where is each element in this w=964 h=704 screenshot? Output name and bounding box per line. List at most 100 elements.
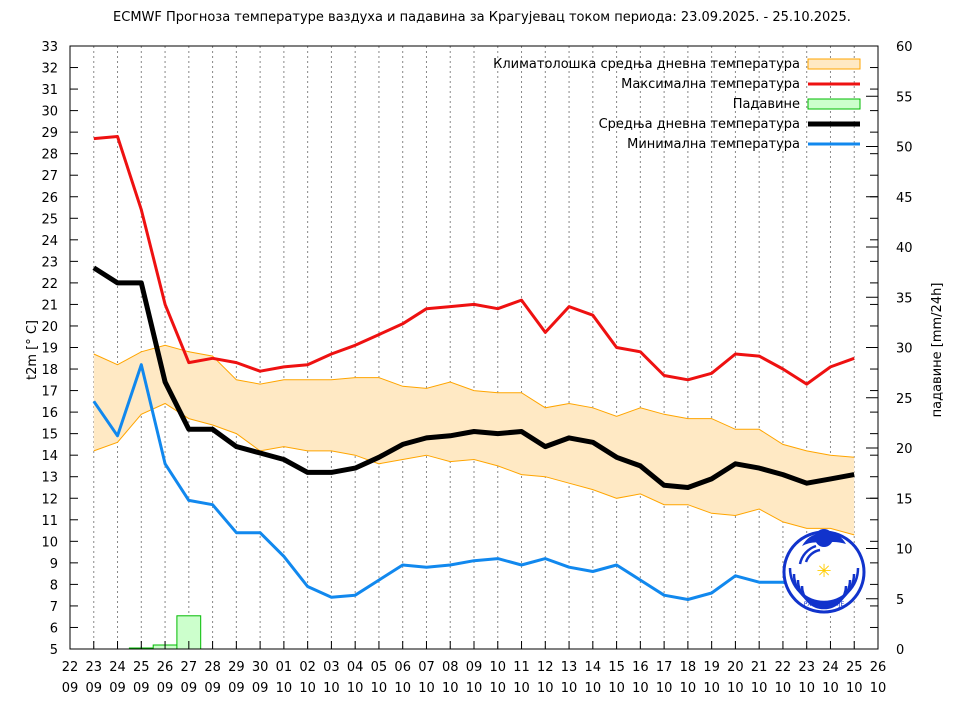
x-tick-day: 02	[299, 660, 316, 675]
x-tick-day: 24	[109, 660, 126, 675]
x-tick-month: 10	[276, 681, 293, 696]
x-tick-day: 18	[680, 660, 697, 675]
x-tick-month: 09	[204, 681, 221, 696]
y-tick-label: 16	[41, 406, 58, 421]
y-tick-label: 13	[41, 471, 58, 486]
x-tick-day: 19	[703, 660, 720, 675]
x-tick-month: 10	[798, 681, 815, 696]
y-tick-label: 14	[41, 449, 58, 464]
x-tick-day: 22	[775, 660, 792, 675]
y-tick-label: 31	[41, 83, 58, 98]
y-tick-label: 24	[41, 234, 58, 249]
x-tick-month: 10	[513, 681, 530, 696]
y-tick-label: 30	[41, 105, 58, 120]
y2-tick-label: 40	[896, 241, 913, 256]
x-axis: 22 09 23 09 24 09 25 09 26 09 27 09 28 09 29 09 30 09 01 10…	[62, 641, 886, 696]
x-tick-month: 10	[775, 681, 792, 696]
y-tick-label: 26	[41, 191, 58, 206]
legend-label: Климатолошка средња дневна температура	[493, 57, 800, 72]
y2-tick-label: 0	[896, 643, 904, 658]
x-tick-day: 29	[228, 660, 245, 675]
x-tick-month: 10	[727, 681, 744, 696]
y-tick-label: 27	[41, 169, 58, 184]
y-tick-label: 22	[41, 277, 58, 292]
x-tick-day: 20	[727, 660, 744, 675]
x-tick-month: 10	[323, 681, 340, 696]
vertical-grid	[93, 46, 855, 649]
y-tick-label: 18	[41, 363, 58, 378]
series-line	[93, 135, 855, 386]
x-tick-day: 17	[656, 660, 673, 675]
series-line	[92, 265, 855, 490]
y-tick-label: 20	[41, 320, 58, 335]
y-axis-right: 0 5 10 15 20 25 30 35 40 45 50 55 60	[866, 40, 913, 658]
y-tick-label: 23	[41, 255, 58, 270]
x-tick-month: 09	[228, 681, 245, 696]
y2-tick-label: 20	[896, 442, 913, 457]
legend: Климатолошка средња дневна температура Ма…	[493, 57, 861, 152]
y-tick-label: 7	[50, 600, 58, 615]
x-tick-day: 11	[513, 660, 530, 675]
x-tick-day: 06	[394, 660, 411, 675]
svg-text:✳: ✳	[816, 561, 831, 582]
x-tick-month: 10	[489, 681, 506, 696]
temperature-lines	[92, 135, 855, 601]
y-tick-label: 11	[41, 514, 58, 529]
series-line	[92, 363, 855, 601]
x-tick-day: 04	[347, 660, 364, 675]
band-upper-line	[93, 344, 855, 458]
svg-text:РХМЗ СРБИЈЕ: РХМЗ СРБИЈЕ	[804, 601, 845, 608]
x-tick-month: 10	[632, 681, 649, 696]
y-tick-label: 10	[41, 535, 58, 550]
legend-label: Максимална температура	[621, 77, 800, 92]
x-tick-day: 09	[466, 660, 483, 675]
x-tick-day: 30	[252, 660, 269, 675]
y-tick-label: 33	[41, 40, 58, 55]
x-tick-day: 23	[798, 660, 815, 675]
x-tick-day: 23	[85, 660, 102, 675]
legend-label: Минимална температура	[627, 137, 800, 152]
y-tick-label: 19	[41, 342, 58, 357]
x-tick-day: 26	[157, 660, 174, 675]
x-tick-month: 09	[62, 681, 79, 696]
legend-label: Средња дневна температура	[599, 117, 800, 132]
y2-tick-label: 10	[896, 543, 913, 558]
x-tick-month: 10	[608, 681, 625, 696]
x-tick-day: 21	[751, 660, 768, 675]
x-tick-month: 10	[656, 681, 673, 696]
y-tick-label: 8	[50, 578, 58, 593]
y-tick-label: 15	[41, 428, 58, 443]
x-tick-month: 10	[299, 681, 316, 696]
x-tick-day: 01	[276, 660, 293, 675]
y2-tick-label: 50	[896, 141, 913, 156]
x-tick-day: 22	[62, 660, 79, 675]
x-tick-month: 10	[561, 681, 578, 696]
x-tick-day: 10	[489, 660, 506, 675]
x-tick-day: 28	[204, 660, 221, 675]
y2-tick-label: 45	[896, 191, 913, 206]
x-tick-day: 25	[133, 660, 150, 675]
legend-swatch	[807, 98, 861, 110]
legend-label: Падавине	[733, 97, 800, 112]
y-tick-label: 5	[50, 643, 58, 658]
y-tick-label: 9	[50, 557, 58, 572]
y-tick-label: 21	[41, 298, 58, 313]
y-axis-label: t2m [° C]	[25, 320, 40, 380]
x-tick-day: 05	[371, 660, 388, 675]
y-tick-label: 32	[41, 62, 58, 77]
y-axis-left: 5 6 7 8 9 10 11 12 13 14 15 16 17 18 19 20 21 22 23 24 25 26 2…	[41, 40, 878, 658]
x-tick-month: 10	[371, 681, 388, 696]
rhmz-logo: ✳ РХМЗ СРБИЈЕ	[782, 529, 866, 614]
x-tick-day: 08	[442, 660, 459, 675]
x-tick-month: 10	[394, 681, 411, 696]
x-tick-month: 09	[252, 681, 269, 696]
band-lower-line	[93, 402, 855, 536]
x-tick-month: 10	[846, 681, 863, 696]
x-tick-month: 10	[822, 681, 839, 696]
y-tick-label: 28	[41, 148, 58, 163]
x-tick-month: 10	[585, 681, 602, 696]
y2-tick-label: 25	[896, 392, 913, 407]
chart-title: ECMWF Прогноза температуре ваздуха и пад…	[113, 10, 851, 25]
x-tick-month: 10	[751, 681, 768, 696]
